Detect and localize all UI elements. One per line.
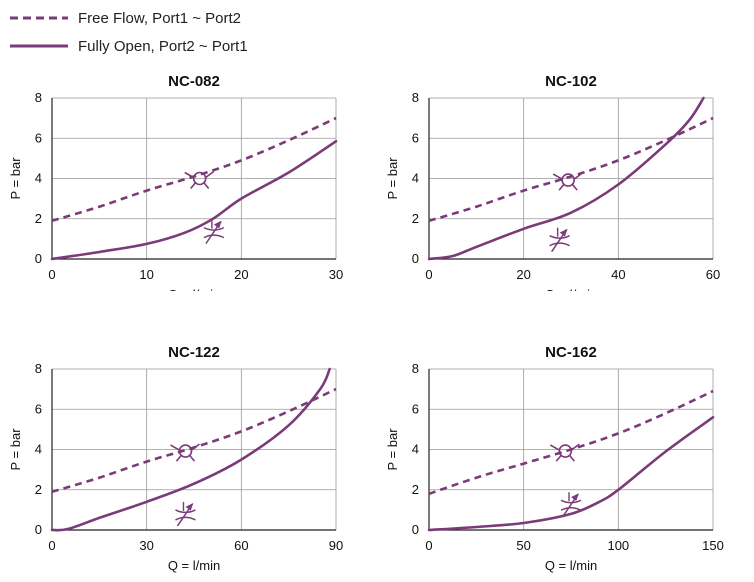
check-valve-icon: [184, 170, 215, 190]
x-tick-label: 90: [329, 538, 343, 553]
check-valve-icon: [552, 172, 583, 191]
x-tick-label: 30: [329, 267, 343, 282]
y-axis-label: P = bar: [8, 157, 23, 200]
y-tick-label: 8: [412, 90, 419, 105]
y-tick-label: 0: [412, 251, 419, 266]
chart-svg: NC-102 0 2 4 6 8 0 20 40 60 Q = l/min P = bar: [385, 73, 720, 291]
y-tick-label: 6: [35, 401, 42, 416]
y-axis-label: P = bar: [385, 157, 400, 200]
series-line-fully-open: [427, 96, 705, 261]
throttle-valve-icon: [560, 492, 582, 517]
x-axis-label: Q = l/min: [168, 287, 220, 291]
y-tick-label: 8: [35, 361, 42, 376]
y-tick-label: 4: [412, 442, 419, 457]
x-axis-label: Q = l/min: [168, 558, 220, 573]
x-tick-label: 0: [48, 538, 55, 553]
y-tick-label: 6: [35, 130, 42, 145]
x-tick-label: 60: [234, 538, 248, 553]
x-tick-label: 150: [702, 538, 724, 553]
throttle-valve-icon: [549, 227, 570, 253]
x-tick-label: 30: [139, 538, 153, 553]
chart-title: NC-162: [545, 344, 597, 361]
series-line-free-flow: [51, 387, 337, 494]
x-tick-label: 0: [425, 538, 432, 553]
throttle-valve-icon: [203, 219, 225, 245]
y-tick-label: 2: [412, 482, 419, 497]
chart-svg: NC-082 0 2 4 6 8 0 10 20 30 Q = l/min P = bar: [8, 73, 343, 291]
y-tick-label: 0: [35, 522, 42, 537]
x-axis-label: Q = l/min: [545, 287, 597, 291]
throttle-valve-icon: [175, 501, 196, 527]
x-tick-label: 10: [139, 267, 153, 282]
solid-line-swatch: [10, 44, 68, 48]
chart-nc-082: NC-082 0 2 4 6 8 0 10 20 30 Q = l/min P = bar: [0, 0, 377, 291]
dashed-line-swatch: [10, 16, 68, 20]
series-line-fully-open: [50, 367, 331, 532]
x-tick-label: 0: [425, 267, 432, 282]
y-tick-label: 4: [412, 171, 419, 186]
y-tick-label: 2: [35, 211, 42, 226]
chart-title: NC-082: [168, 73, 220, 90]
x-tick-label: 20: [516, 267, 530, 282]
x-axis-label: Q = l/min: [545, 558, 597, 573]
chart-nc-162: NC-162 0 2 4 6 8 0 50 100 150 Q = l/min P = bar: [377, 291, 754, 582]
check-valve-icon: [549, 443, 580, 462]
x-tick-label: 50: [516, 538, 530, 553]
x-tick-label: 40: [611, 267, 625, 282]
legend-label-fully-open: Fully Open, Port2 ~ Port1: [78, 37, 248, 55]
y-tick-label: 6: [412, 130, 419, 145]
y-axis-label: P = bar: [385, 428, 400, 471]
y-tick-label: 8: [412, 361, 419, 376]
legend-item-free-flow: Free Flow, Port1 ~ Port2: [10, 4, 248, 32]
legend-label-free-flow: Free Flow, Port1 ~ Port2: [78, 9, 241, 27]
series-line-free-flow: [428, 116, 714, 223]
chart-svg: NC-122 0 2 4 6 8 0 30 60 90 Q = l/min P = bar: [8, 344, 343, 573]
chart-title: NC-122: [168, 344, 220, 361]
y-tick-label: 4: [35, 171, 42, 186]
y-tick-label: 4: [35, 442, 42, 457]
check-valve-icon: [170, 443, 200, 462]
chart-nc-102: NC-102 0 2 4 6 8 0 20 40 60 Q = l/min P = bar: [377, 0, 754, 291]
series-line-fully-open: [427, 416, 715, 532]
y-tick-label: 2: [35, 482, 42, 497]
y-tick-label: 2: [412, 211, 419, 226]
chart-nc-122: NC-122 0 2 4 6 8 0 30 60 90 Q = l/min P = bar: [0, 291, 377, 582]
legend-item-fully-open: Fully Open, Port2 ~ Port1: [10, 32, 248, 60]
x-tick-label: 0: [48, 267, 55, 282]
chart-svg: NC-162 0 2 4 6 8 0 50 100 150 Q = l/min P = bar: [385, 344, 724, 573]
x-tick-label: 20: [234, 267, 248, 282]
series-line-fully-open: [50, 140, 338, 261]
chart-title: NC-102: [545, 73, 597, 90]
legend: Free Flow, Port1 ~ Port2 Fully Open, Por…: [10, 4, 248, 60]
x-tick-label: 100: [607, 538, 629, 553]
y-tick-label: 0: [412, 522, 419, 537]
series-line-free-flow: [428, 389, 714, 496]
y-axis-label: P = bar: [8, 428, 23, 471]
y-tick-label: 0: [35, 251, 42, 266]
y-tick-label: 8: [35, 90, 42, 105]
y-tick-label: 6: [412, 401, 419, 416]
x-tick-label: 60: [706, 267, 720, 282]
